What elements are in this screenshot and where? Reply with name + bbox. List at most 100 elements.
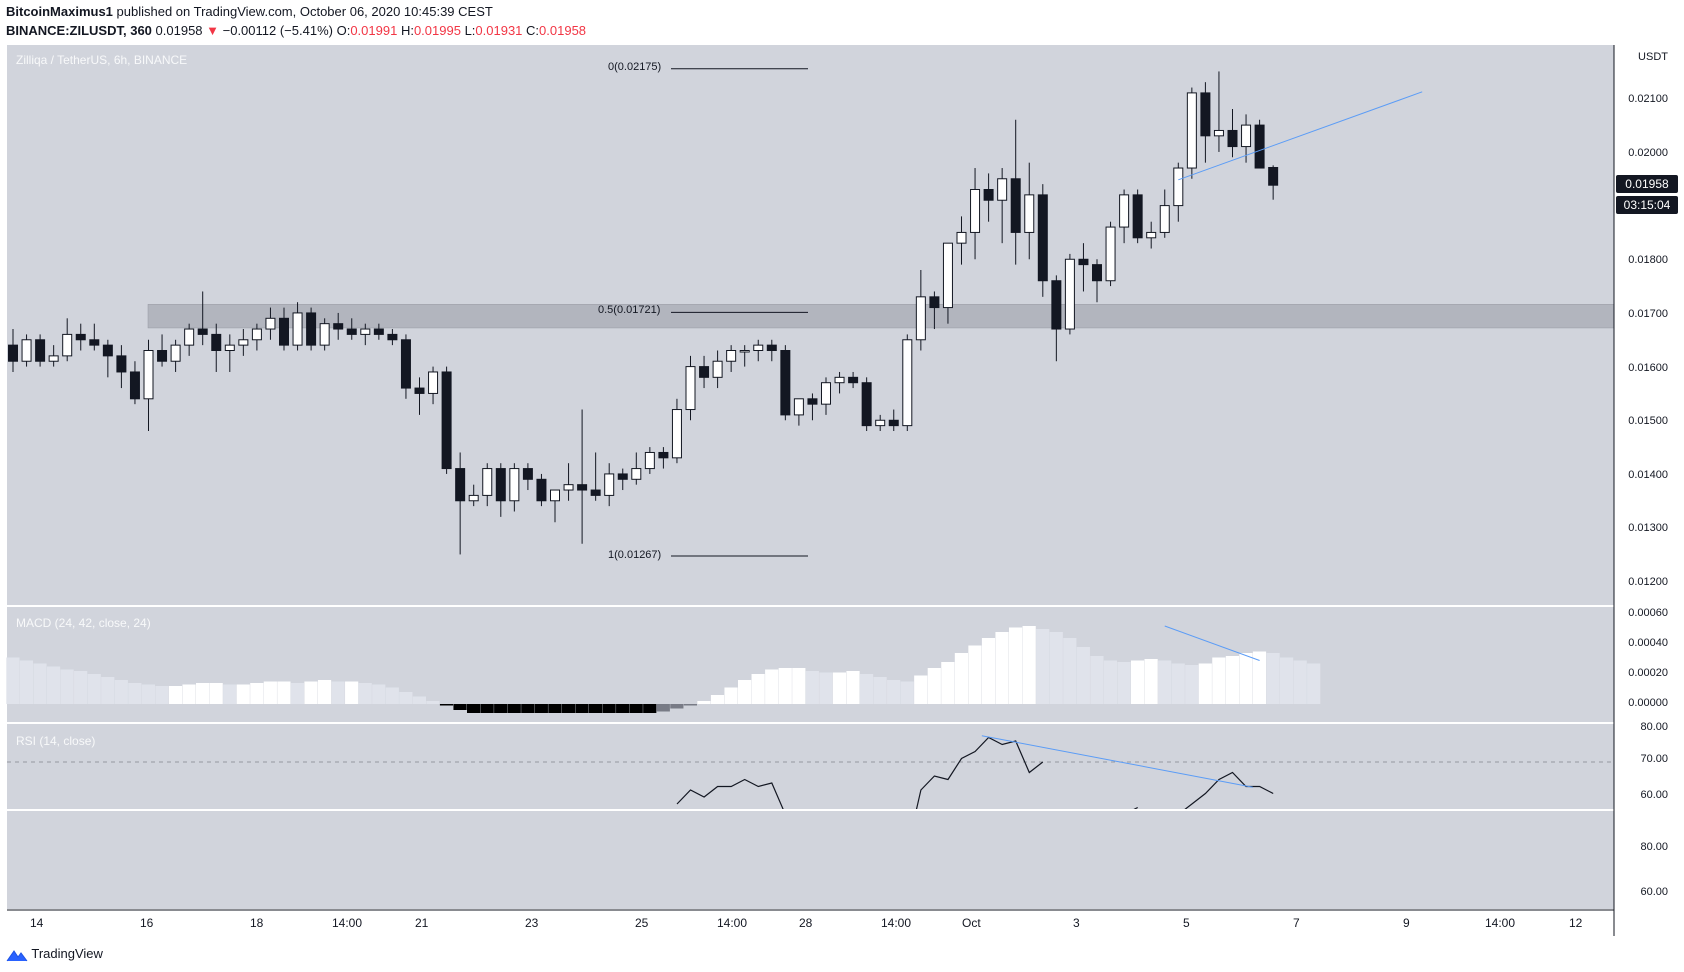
candle-down: [495, 468, 506, 502]
fib-label-0-5: 0.5(0.01721): [598, 304, 661, 316]
macd-bar: [954, 653, 968, 704]
candle-up: [184, 328, 195, 346]
rsi-title: RSI (14, close): [16, 734, 96, 748]
time-axis-label: 23: [525, 916, 539, 930]
price-axis[interactable]: [1614, 45, 1684, 936]
candle-down: [983, 189, 994, 201]
time-axis-label: 14:00: [881, 916, 912, 930]
macd-bar: [33, 663, 47, 704]
macd-bar: [6, 657, 20, 704]
candle-up: [997, 178, 1008, 201]
candle-up: [360, 328, 371, 335]
macd-bar: [345, 681, 359, 704]
macd-bar: [534, 704, 548, 713]
publish-date: published on TradingView.com, October 06…: [112, 4, 493, 19]
macd-bar: [765, 669, 779, 704]
macd-bar: [168, 686, 183, 704]
time-axis-label: 16: [140, 916, 154, 930]
macd-bar: [304, 681, 318, 704]
candle-down: [658, 451, 669, 459]
last-price-tag: 0.01958: [1616, 175, 1678, 193]
macd-bar: [128, 683, 142, 704]
macd-bar: [412, 696, 426, 704]
candle-down: [1227, 129, 1238, 148]
candle-up: [550, 489, 560, 502]
time-axis[interactable]: [7, 910, 1614, 936]
macd-bar: [738, 680, 752, 704]
candle-up: [644, 451, 655, 470]
macd-bar: [182, 684, 196, 704]
macd-trendline: [1164, 625, 1260, 661]
macd-bar: [575, 704, 589, 713]
candle-up: [509, 468, 520, 502]
candle-down: [373, 328, 384, 335]
time-axis-label: 25: [635, 916, 649, 930]
macd-bar: [629, 704, 643, 713]
macd-bar: [778, 668, 792, 704]
candle-up: [685, 366, 696, 411]
candle-down: [400, 339, 411, 389]
macd-bar: [1117, 662, 1131, 704]
candle-down: [89, 339, 100, 346]
macd-bar: [507, 704, 521, 713]
rsi-lower-pane[interactable]: [7, 811, 1614, 909]
candle-down: [780, 350, 791, 416]
time-axis-label: 28: [799, 916, 813, 930]
candle-up: [956, 231, 967, 244]
countdown-tag: 03:15:04: [1616, 196, 1678, 214]
candle-up: [875, 419, 886, 427]
macd-bar: [1130, 660, 1145, 704]
candle-down: [807, 398, 818, 405]
open-label: O:: [336, 23, 351, 38]
candle-down: [1037, 194, 1048, 282]
candle-down: [116, 355, 127, 373]
macd-bar: [46, 666, 61, 704]
macd-bar: [223, 684, 237, 704]
price-trendline: [1178, 91, 1423, 181]
candle-down: [414, 387, 425, 394]
candle-up: [739, 350, 750, 353]
rsi-line: [1183, 771, 1274, 810]
macd-bar: [1103, 660, 1118, 704]
macd-bar: [1185, 665, 1199, 704]
open-value: 0.01991: [350, 23, 398, 38]
symbol-info: BINANCE:ZILUSDT, 360 0.01958 ▼ −0.00112 …: [6, 23, 586, 38]
macd-bar: [1225, 656, 1239, 704]
rsi-pane[interactable]: [7, 724, 1614, 810]
macd-bar: [887, 680, 901, 704]
macd-bar: [561, 704, 576, 713]
candle-up: [1241, 124, 1252, 148]
macd-bar: [467, 704, 481, 713]
candle-up: [143, 350, 154, 400]
macd-bar: [1076, 647, 1090, 704]
macd-bar: [453, 704, 467, 710]
main-pane-title: Zilliqa / TetherUS, 6h, BINANCE: [16, 53, 188, 67]
candle-up: [251, 328, 262, 341]
macd-bar: [1009, 627, 1023, 704]
macd-bar: [1212, 657, 1226, 704]
candle-up: [21, 339, 32, 362]
macd-bar: [155, 686, 169, 704]
macd-axis-label: 0.00000: [1628, 697, 1668, 709]
candle-up: [48, 355, 59, 362]
rsi-axis-label: 80.00: [1640, 841, 1668, 853]
tradingview-logo[interactable]: TradingView: [6, 946, 103, 962]
candle-up: [1173, 167, 1184, 207]
candle-up: [1213, 129, 1224, 137]
time-axis-label: Oct: [962, 916, 981, 930]
candle-down: [441, 371, 452, 470]
last-price: 0.01958: [151, 23, 207, 38]
macd-axis-label: 0.00020: [1628, 667, 1668, 679]
macd-bar: [846, 671, 860, 704]
macd-bar: [995, 632, 1009, 704]
macd-bar: [859, 674, 874, 704]
author-name[interactable]: BitcoinMaximus1: [6, 4, 113, 19]
price-axis-label: 0.01500: [1628, 415, 1668, 427]
macd-bar: [358, 683, 372, 704]
candle-down: [387, 333, 398, 341]
time-axis-label: 14:00: [332, 916, 363, 930]
candle-down: [766, 344, 777, 352]
macd-bar: [805, 671, 819, 704]
macd-bar: [1307, 663, 1321, 704]
